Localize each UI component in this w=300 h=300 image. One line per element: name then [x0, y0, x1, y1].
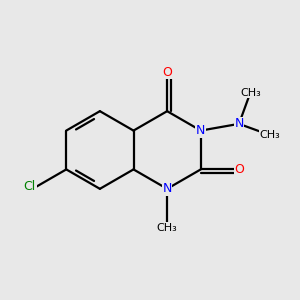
Text: N: N — [196, 124, 206, 137]
Text: CH₃: CH₃ — [157, 223, 178, 232]
Text: CH₃: CH₃ — [240, 88, 261, 98]
Text: O: O — [235, 163, 244, 176]
Text: N: N — [162, 182, 172, 195]
Text: CH₃: CH₃ — [260, 130, 280, 140]
Text: N: N — [234, 117, 244, 130]
Text: Cl: Cl — [24, 180, 36, 194]
Text: O: O — [162, 66, 172, 79]
